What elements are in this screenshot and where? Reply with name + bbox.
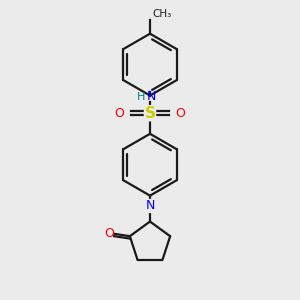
Text: CH₃: CH₃ — [152, 9, 172, 19]
Text: H: H — [136, 92, 145, 102]
Text: N: N — [145, 200, 155, 212]
Text: O: O — [115, 107, 124, 120]
Text: S: S — [145, 106, 155, 121]
Text: O: O — [176, 107, 185, 120]
Text: O: O — [104, 227, 114, 240]
Text: N: N — [146, 91, 156, 103]
